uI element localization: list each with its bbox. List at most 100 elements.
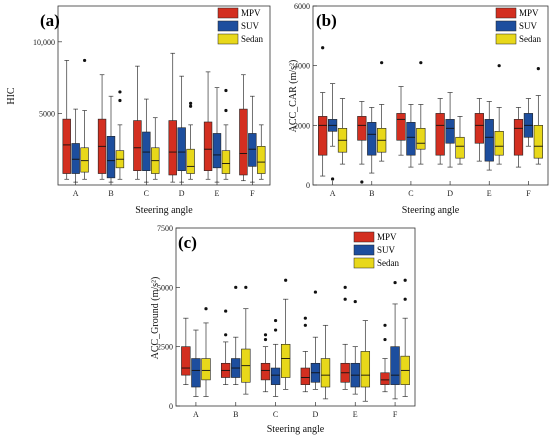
box-sedan-d bbox=[320, 324, 331, 400]
outlier-point bbox=[303, 323, 307, 327]
y-axis-title: HIC bbox=[6, 87, 17, 105]
box-sedan-a bbox=[80, 58, 89, 180]
box-body bbox=[300, 367, 311, 385]
box-body bbox=[133, 120, 142, 171]
y-tick-label: 2000 bbox=[294, 121, 310, 130]
box-suv-e bbox=[484, 101, 494, 171]
box-suv-e bbox=[350, 299, 360, 395]
y-tick-label: 0 bbox=[306, 181, 310, 190]
legend-label-suv: SUV bbox=[377, 245, 396, 255]
legend-label-sedan: Sedan bbox=[241, 34, 263, 44]
legend-swatch-sedan bbox=[217, 33, 239, 45]
outlier-point bbox=[224, 309, 228, 313]
box-body bbox=[390, 346, 400, 385]
plot-frame bbox=[175, 227, 416, 407]
box-mpv-a bbox=[318, 46, 328, 177]
box-body bbox=[177, 127, 186, 171]
outlier-point bbox=[419, 61, 423, 65]
panel-label: (c) bbox=[178, 233, 197, 252]
x-tick-label: D bbox=[447, 189, 453, 198]
box-body bbox=[416, 128, 426, 150]
box-mpv-e bbox=[340, 285, 350, 390]
legend-label-mpv: MPV bbox=[519, 8, 539, 18]
box-mpv-f bbox=[239, 74, 248, 182]
box-body bbox=[435, 113, 445, 156]
box-sedan-d bbox=[455, 116, 465, 165]
outlier-point bbox=[330, 177, 335, 181]
x-tick-label: F bbox=[250, 189, 255, 198]
y-tick-label: 5000 bbox=[157, 283, 173, 292]
box-mpv-f bbox=[513, 107, 524, 168]
legend-label-suv: SUV bbox=[519, 21, 538, 31]
x-tick-label: E bbox=[487, 189, 492, 198]
box-suv-c bbox=[406, 104, 416, 168]
y-axis-title: ACC_Ground (m/s²) bbox=[150, 277, 161, 360]
x-tick-label: C bbox=[144, 189, 149, 198]
box-mpv-e bbox=[203, 71, 213, 180]
box-sedan-e bbox=[221, 88, 231, 180]
y-tick-label: 7500 bbox=[157, 224, 173, 233]
box-sedan-d bbox=[186, 101, 195, 180]
x-tick-label: D bbox=[179, 189, 185, 198]
box-mpv-b bbox=[220, 309, 231, 385]
y-tick-label: 2500 bbox=[157, 343, 173, 352]
legend-swatch-sedan bbox=[353, 257, 375, 269]
box-body bbox=[318, 116, 328, 156]
outlier-point bbox=[204, 307, 208, 311]
x-tick-label: B bbox=[369, 189, 374, 198]
outlier-point bbox=[118, 90, 122, 94]
x-axis-title: Steering angle bbox=[135, 205, 193, 216]
x-tick-label: E bbox=[215, 189, 220, 198]
box-sedan-c bbox=[280, 278, 291, 390]
y-tick-label: 10,000 bbox=[33, 38, 55, 47]
legend-swatch-sedan bbox=[495, 33, 517, 45]
y-tick-label: 4000 bbox=[294, 62, 310, 71]
legend: MPV SUV Sedan bbox=[217, 7, 263, 45]
box-body bbox=[357, 116, 367, 141]
legend: MPV SUV Sedan bbox=[353, 231, 399, 269]
chart-panel-a: 5000 10,000 A B C D E F (a) Steering angle HIC MPV S… bbox=[6, 5, 271, 216]
outlier-point bbox=[343, 285, 347, 289]
box-body bbox=[181, 346, 191, 376]
box-body bbox=[186, 148, 195, 174]
box-suv-f bbox=[390, 280, 400, 400]
box-mpv-a bbox=[181, 317, 191, 385]
box-body bbox=[221, 150, 231, 174]
outlier-point bbox=[224, 108, 228, 113]
box-suv-c bbox=[270, 318, 281, 397]
box-suv-d bbox=[310, 290, 321, 390]
box-body bbox=[142, 131, 151, 171]
box-suv-b bbox=[106, 95, 116, 183]
x-tick-label: B bbox=[108, 189, 113, 198]
outlier-point bbox=[244, 285, 248, 289]
box-mpv-e bbox=[474, 98, 484, 162]
legend-swatch-suv bbox=[217, 20, 239, 32]
outlier-point bbox=[263, 333, 268, 337]
outlier-point bbox=[403, 297, 407, 301]
box-body bbox=[168, 120, 177, 176]
outlier-point bbox=[189, 104, 193, 108]
box-sedan-c bbox=[416, 61, 426, 165]
box-sedan-e bbox=[494, 64, 504, 165]
x-tick-label: C bbox=[408, 189, 413, 198]
box-body bbox=[494, 131, 504, 156]
box-sedan-a bbox=[201, 307, 211, 397]
outlier-point bbox=[224, 333, 228, 337]
box-mpv-d bbox=[168, 52, 177, 183]
box-mpv-d bbox=[300, 316, 311, 393]
box-body bbox=[367, 122, 377, 156]
box-body bbox=[257, 146, 266, 174]
outlier-point bbox=[403, 278, 407, 282]
y-tick-label: 0 bbox=[169, 402, 173, 411]
x-tick-label: F bbox=[526, 189, 531, 198]
box-body bbox=[191, 358, 201, 388]
box-body bbox=[484, 119, 494, 162]
box-body bbox=[513, 119, 524, 156]
x-tick-label: D bbox=[313, 410, 319, 419]
outlier-point bbox=[353, 299, 357, 304]
box-mpv-b bbox=[97, 74, 107, 180]
x-tick-label: B bbox=[233, 410, 238, 419]
x-axis-title: Steering angle bbox=[402, 205, 460, 216]
box-body bbox=[212, 133, 222, 169]
